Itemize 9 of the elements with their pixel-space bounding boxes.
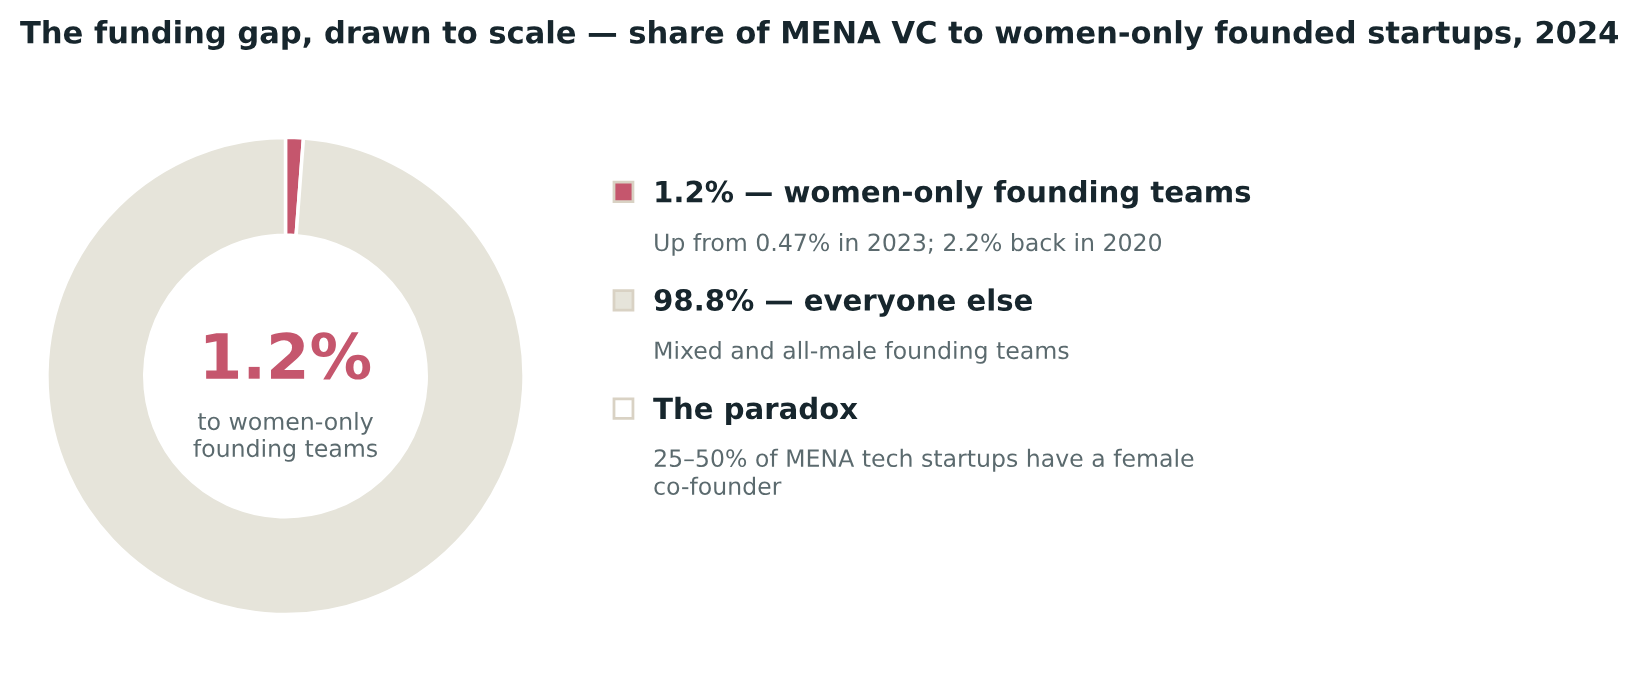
legend-label: 1.2% — women-only founding teams	[656, 180, 1251, 209]
text: The paradox	[653, 396, 858, 425]
text: 1.2%	[205, 332, 371, 380]
text: 25–50% of MENA tech startups have a female co-founder	[654, 448, 1194, 495]
legend-label: 98.8% — everyone else	[654, 288, 1032, 317]
chart-title: The funding gap, drawn to scale — share of MENA VC to women-only founded startups, 2024	[20, 20, 1618, 50]
text: to women-only founding teams	[193, 411, 377, 462]
text: Mixed and all-male founding teams	[655, 340, 1069, 364]
text: Up from 0.47% in 2023; 2.2% back in 2020	[655, 233, 1162, 256]
